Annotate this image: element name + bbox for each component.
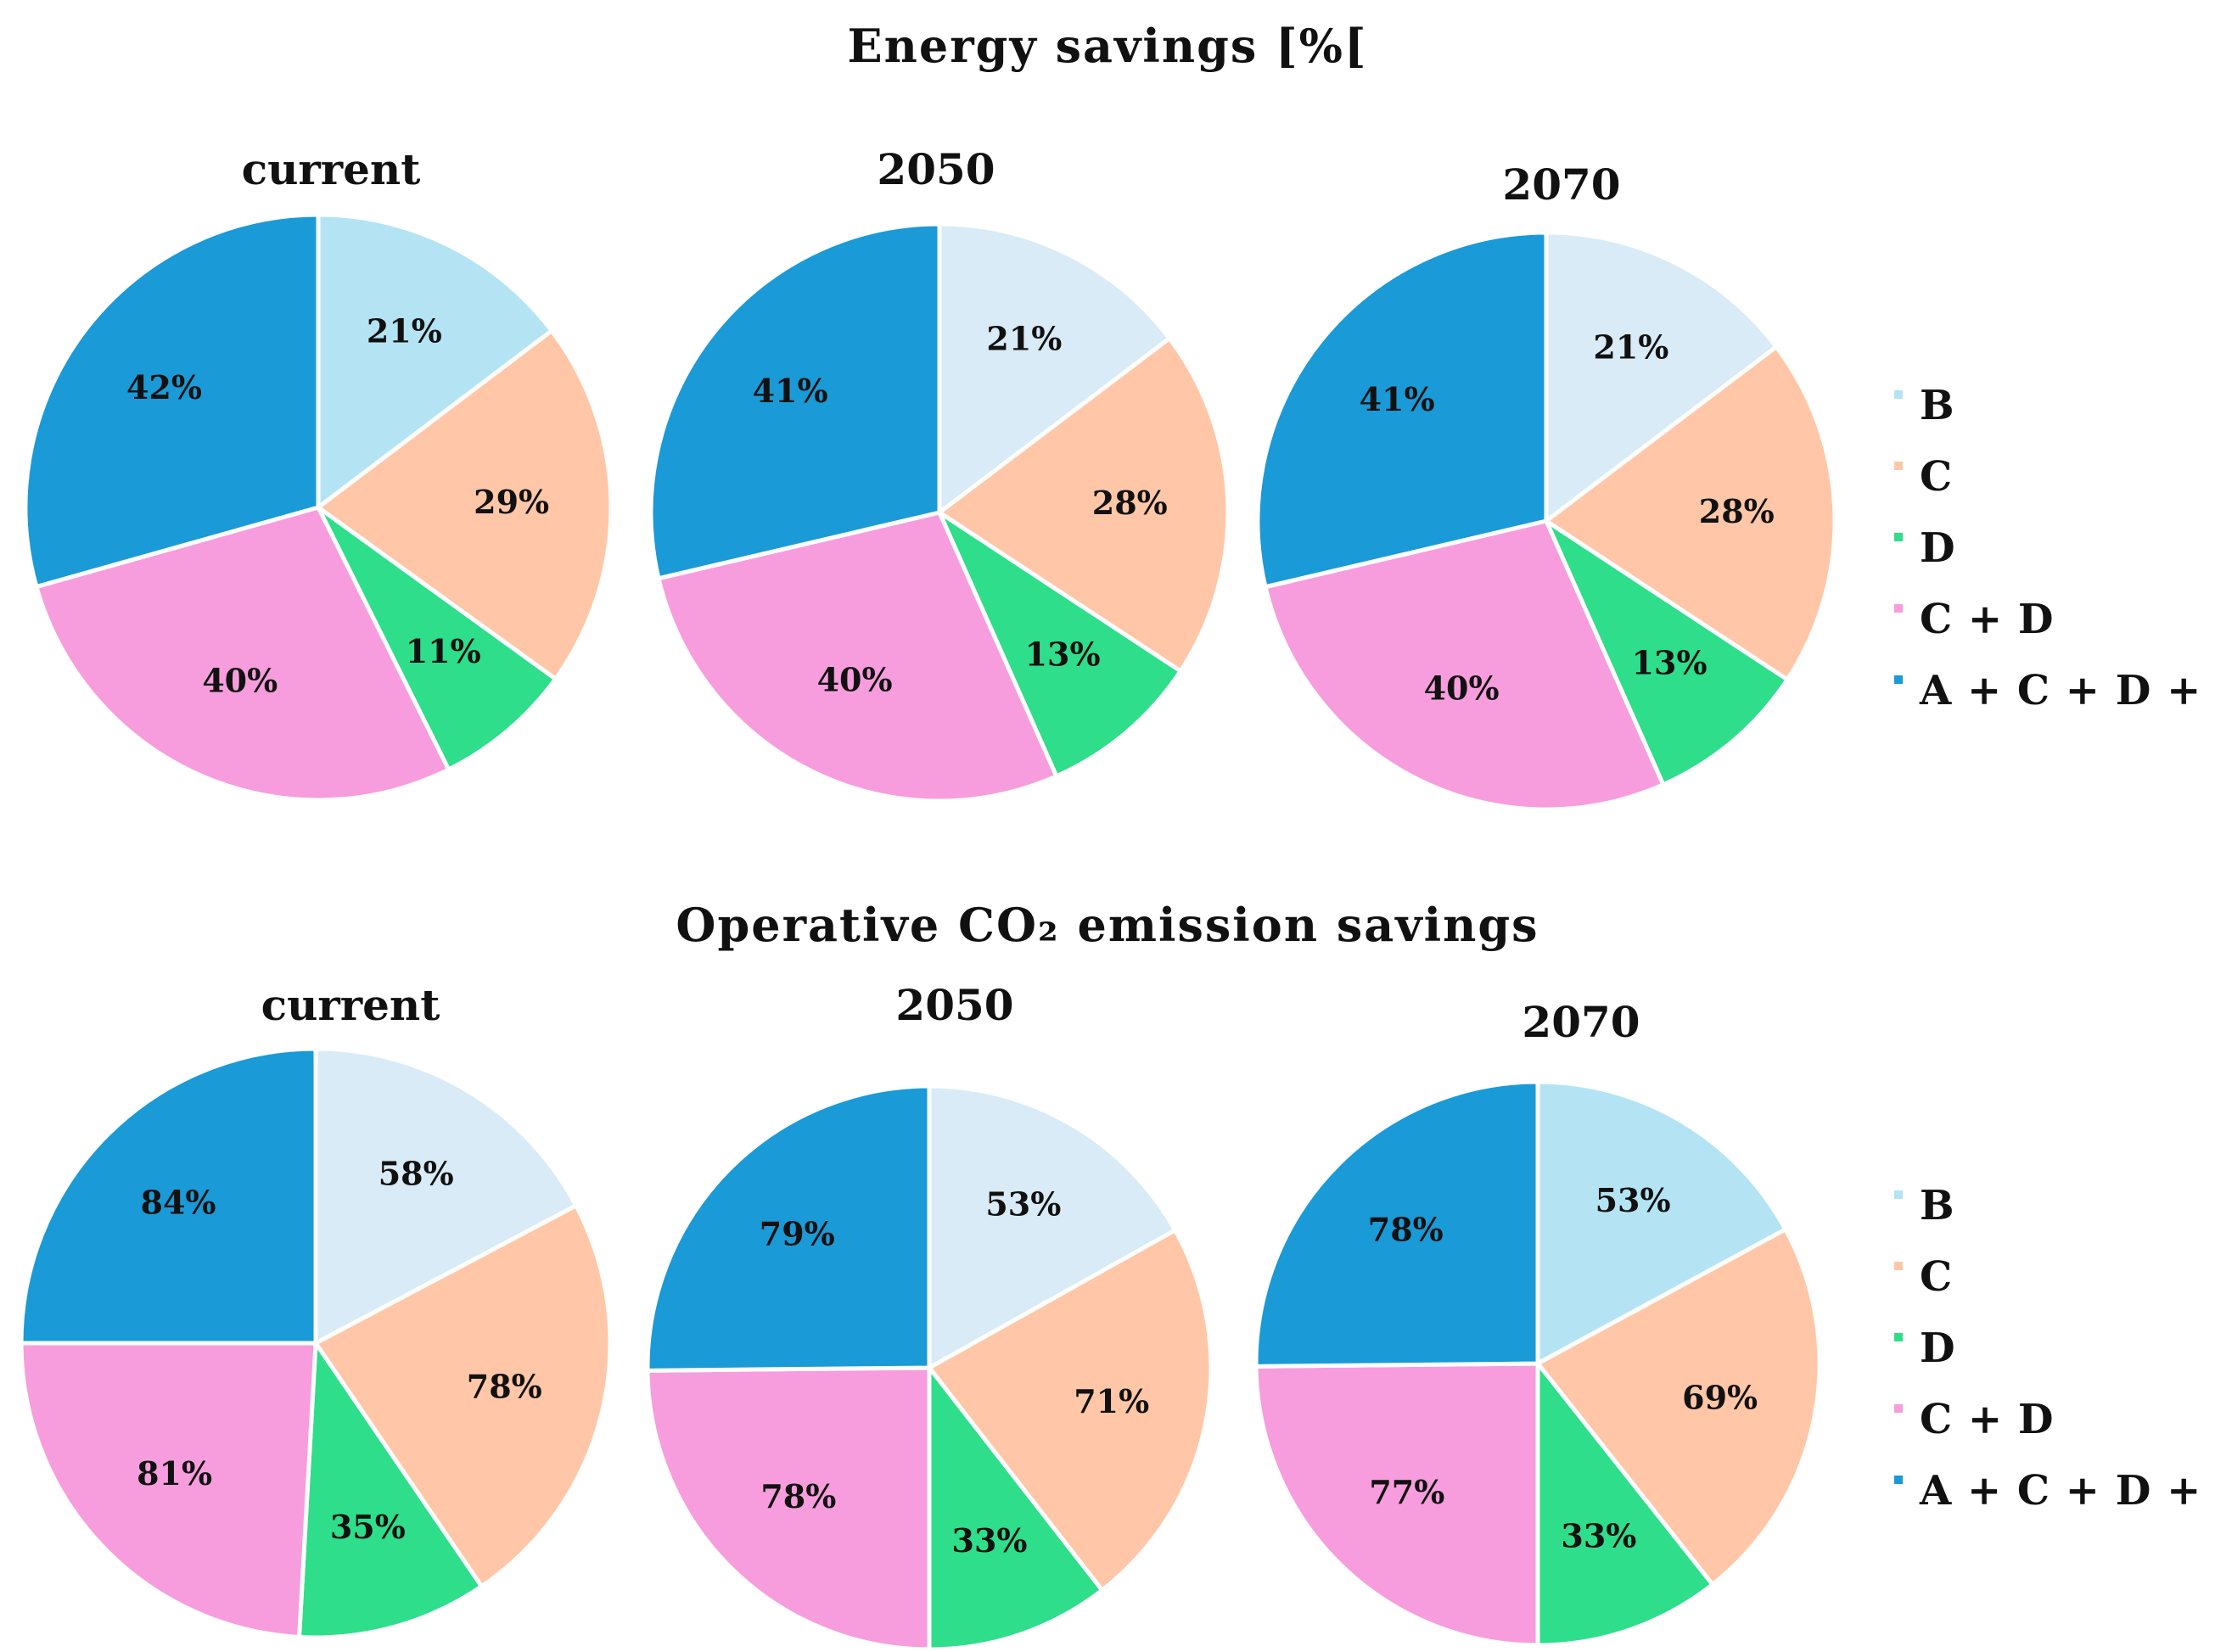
pie-title-co2-current: current [261, 980, 440, 1030]
pie-data-label-c: 28% [1699, 492, 1775, 530]
pie-slice-d [1535, 1357, 1716, 1648]
legend-label-c-plus-d: C + D [1920, 596, 2055, 643]
pie-slice-d [934, 507, 1184, 780]
pie-title-co2-2050: 2050 [895, 980, 1014, 1030]
legend-swatch-d [1894, 1333, 1903, 1341]
pie-slice-c [312, 1202, 613, 1590]
pie-data-label-a-plus-c-plus-d-plus-e: 42% [126, 368, 202, 406]
pie-slice-d [316, 505, 559, 773]
legend-swatch-c [1894, 462, 1903, 470]
pie-slice-b [1544, 230, 1780, 526]
pie-data-label-c: 71% [1074, 1382, 1149, 1420]
pie-data-label-c: 69% [1682, 1379, 1758, 1417]
pie-data-label-c-plus-d: 40% [1424, 669, 1500, 707]
pie-data-label-c: 78% [467, 1368, 542, 1406]
pie-slice-a-plus-c-plus-d-plus-e [1253, 1079, 1540, 1369]
pie-slice-b [1535, 1079, 1789, 1368]
legend-label-c-plus-d: C + D [1920, 1396, 2055, 1443]
legend-swatch-c-plus-d [1894, 604, 1903, 613]
pie-data-label-d: 11% [406, 632, 481, 670]
pie-data-label-c-plus-d: 77% [1369, 1473, 1444, 1511]
pie-data-label-b: 58% [379, 1154, 454, 1192]
legend-label-b: B [1920, 1182, 1955, 1229]
pie-data-label-b: 53% [985, 1184, 1061, 1223]
legend-label-b: B [1920, 382, 1955, 429]
pie-title-energy-current: current [241, 144, 421, 194]
pie-data-label-d: 33% [952, 1521, 1028, 1560]
pie-slice-c [1542, 344, 1837, 683]
pie-data-label-d: 13% [1025, 636, 1101, 674]
legend-swatch-a-c-d-e [1894, 1476, 1903, 1484]
pie-data-label-d: 13% [1632, 644, 1708, 682]
pie-slice-c-plus-d [655, 510, 1060, 804]
pie-data-label-c-plus-d: 40% [817, 660, 893, 698]
pie-data-label-c-plus-d: 78% [760, 1477, 836, 1515]
pie-slice-c-plus-d [645, 1365, 932, 1652]
pie-slice-a-plus-c-plus-d-plus-e [648, 221, 942, 581]
pie-slice-b [937, 221, 1173, 518]
pie-data-label-b: 53% [1595, 1181, 1671, 1219]
co2-savings-title: Operative CO₂ emission savings [676, 898, 1539, 952]
pie-data-label-c-plus-d: 81% [137, 1454, 212, 1492]
pie-slice-c-plus-d [19, 1341, 318, 1640]
legend-label-c: C [1920, 453, 1954, 501]
legend-swatch-b [1894, 390, 1903, 399]
pie-slice-c [1534, 1226, 1822, 1588]
pie-slice-d [296, 1336, 485, 1640]
pie-slice-a-plus-c-plus-d-plus-e [23, 212, 321, 590]
pie-data-label-a-plus-c-plus-d-plus-e: 41% [753, 372, 828, 410]
legend-label-a-c-d-e: A + C + D + E [1920, 1467, 2215, 1515]
pie-data-label-b: 21% [367, 312, 442, 350]
pie-data-label-d: 33% [1561, 1516, 1636, 1554]
pie-data-label-c-plus-d: 40% [202, 662, 278, 700]
pie-slice-c-plus-d [1263, 518, 1667, 812]
pie-title-energy-2070: 2070 [1502, 160, 1621, 210]
legend-label-d: D [1920, 524, 1956, 572]
pie-data-label-b: 21% [986, 320, 1062, 358]
pie-slice-d [927, 1361, 1106, 1652]
legend-swatch-a-c-d-e [1894, 675, 1903, 684]
pie-slice-a-plus-c-plus-d-plus-e [19, 1046, 318, 1346]
pie-slice-c [935, 335, 1231, 675]
pie-data-label-c: 29% [474, 483, 549, 521]
pie-slice-b [313, 1046, 580, 1347]
pie-data-label-a-plus-c-plus-d-plus-e: 79% [760, 1214, 835, 1252]
legend-label-c: C [1920, 1253, 1954, 1301]
pie-slice-c-plus-d [33, 505, 451, 803]
legend-label-d: D [1920, 1324, 1956, 1372]
pie-data-label-a-plus-c-plus-d-plus-e: 78% [1368, 1210, 1444, 1248]
legend-swatch-d [1894, 533, 1903, 541]
pie-slice-c-plus-d [1253, 1361, 1540, 1648]
legend-label-a-c-d-e: A + C + D + E [1920, 667, 2215, 714]
pie-slice-c [314, 328, 614, 682]
energy-savings-title: Energy savings [%[ [847, 19, 1368, 73]
pie-title-co2-2070: 2070 [1522, 997, 1640, 1047]
pie-slice-b [927, 1084, 1179, 1372]
pie-slice-a-plus-c-plus-d-plus-e [645, 1084, 932, 1373]
pie-slice-c [926, 1227, 1214, 1593]
pie-data-label-c: 28% [1092, 484, 1168, 522]
legend-swatch-c [1894, 1262, 1903, 1270]
legend-swatch-b [1894, 1190, 1903, 1199]
pie-data-label-d: 35% [330, 1508, 406, 1546]
pie-slice-d [1541, 515, 1791, 788]
pie-slice-a-plus-c-plus-d-plus-e [1255, 230, 1549, 590]
pie-data-label-a-plus-c-plus-d-plus-e: 41% [1360, 380, 1435, 418]
legend-swatch-c-plus-d [1894, 1404, 1903, 1413]
pie-data-label-a-plus-c-plus-d-plus-e: 84% [141, 1184, 216, 1222]
pie-slice-b [316, 212, 555, 512]
pie-title-energy-2050: 2050 [877, 144, 995, 194]
pie-data-label-b: 21% [1593, 328, 1668, 367]
